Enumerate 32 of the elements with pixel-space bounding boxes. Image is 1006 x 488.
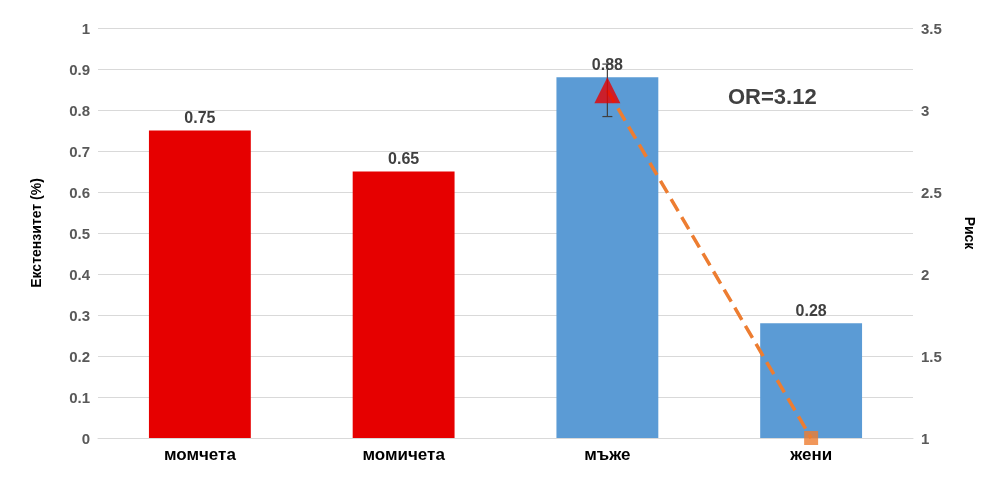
y2-tick-label: 2.5 (921, 183, 942, 201)
y-tick-label: 0.3 (69, 306, 90, 324)
x-tick-label: мъже (584, 445, 631, 464)
y-tick-label: 0.4 (69, 265, 91, 283)
data-label: 0.65 (388, 150, 420, 167)
bar (760, 323, 863, 438)
y2-tick-label: 2 (921, 265, 930, 283)
y-axis-title: Екстензитет (%) (28, 178, 44, 288)
y-tick-label: 0 (81, 429, 90, 447)
x-tick-label: момичета (362, 445, 446, 464)
y-tick-label: 0.5 (69, 224, 90, 242)
bar (352, 171, 455, 438)
y-tick-label: 0.7 (69, 142, 90, 160)
y-tick-label: 0.6 (69, 183, 90, 201)
data-label: 0.75 (184, 109, 216, 126)
y2-axis-title: Риск (962, 216, 978, 251)
data-label: 0.88 (591, 55, 624, 73)
bar (148, 130, 251, 438)
annotation: OR=3.12 (728, 83, 817, 109)
y-tick-label: 0.1 (69, 388, 90, 406)
y-tick-label: 0.2 (69, 347, 90, 365)
y2-tick-label: 3 (921, 101, 930, 119)
bar (556, 77, 659, 438)
y2-tick-label: 3.5 (921, 19, 942, 37)
data-label: 0.28 (795, 301, 827, 319)
x-tick-label: жени (789, 445, 833, 464)
y-tick-label: 1 (81, 19, 90, 37)
x-tick-label: момчета (163, 445, 237, 464)
y2-tick-label: 1.5 (921, 347, 942, 365)
y-tick-label: 0.8 (69, 101, 90, 119)
y-tick-label: 0.9 (69, 60, 90, 78)
y2-tick-label: 1 (921, 429, 930, 447)
